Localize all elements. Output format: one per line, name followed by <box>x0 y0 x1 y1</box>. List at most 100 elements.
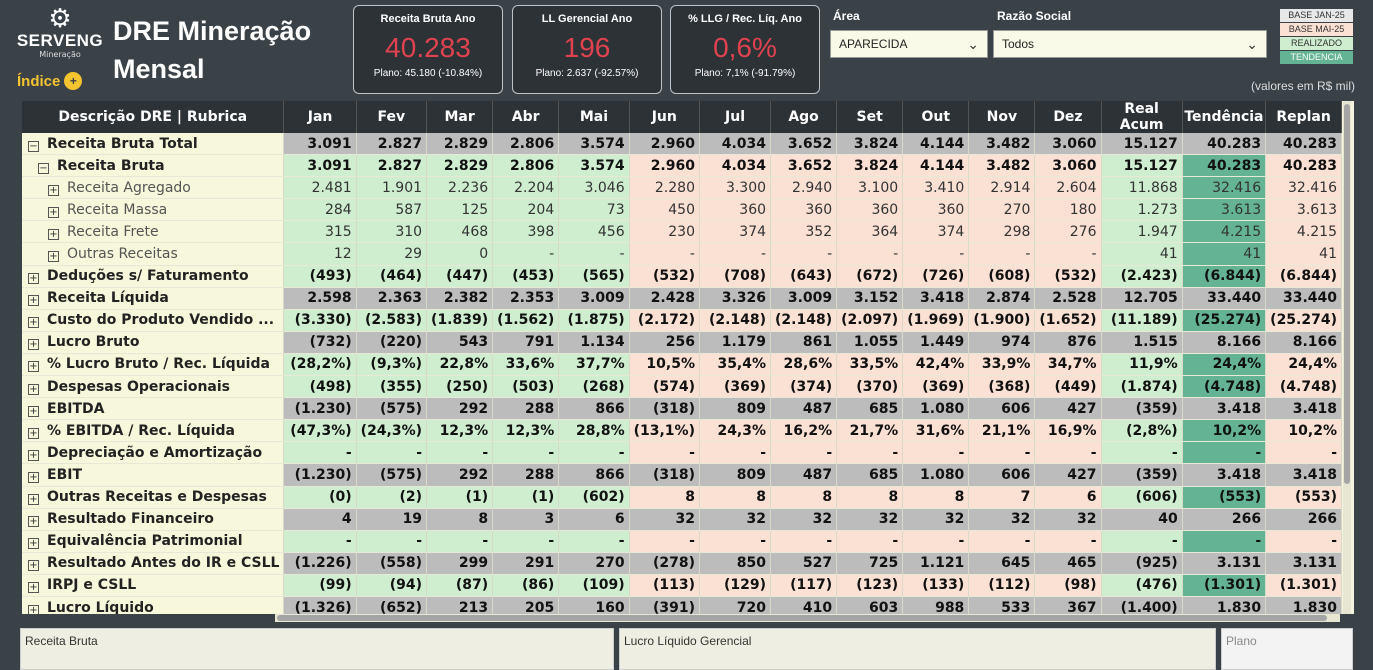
table-cell: (98) <box>1035 574 1102 597</box>
expand-icon[interactable]: + <box>28 361 39 373</box>
collapse-icon[interactable]: − <box>38 162 49 174</box>
table-cell: (220) <box>356 331 428 354</box>
table-cell: (87) <box>427 574 494 597</box>
column-header[interactable]: Descrição DRE | Rubrica <box>22 101 285 133</box>
column-header[interactable]: Set <box>837 101 904 133</box>
column-header[interactable]: Abr <box>493 101 560 133</box>
column-header[interactable]: Replan <box>1266 101 1342 133</box>
table-cell: - <box>427 442 494 465</box>
table-cell: 4.034 <box>699 133 772 156</box>
vertical-scrollbar[interactable] <box>1343 101 1351 614</box>
table-cell: (250) <box>427 376 494 399</box>
column-header[interactable]: Jan <box>284 101 357 133</box>
table-row: + Equivalência Patrimonial - - - - - - - - - - - - - - - <box>22 530 1342 553</box>
horizontal-scrollbar[interactable] <box>275 614 1340 622</box>
page-title: DRE Mineração Mensal <box>113 12 311 88</box>
table-cell: (2.423) <box>1101 265 1183 288</box>
table-cell: 2.280 <box>629 177 700 200</box>
collapse-icon[interactable]: − <box>28 140 39 152</box>
expand-icon[interactable]: + <box>28 273 39 285</box>
expand-icon[interactable]: + <box>28 494 39 506</box>
expand-icon[interactable]: + <box>28 582 39 594</box>
table-cell: 603 <box>837 596 904 614</box>
table-cell: 292 <box>427 398 494 421</box>
expand-icon[interactable]: + <box>28 427 39 439</box>
table-cell: 24,3% <box>699 420 772 443</box>
brand-subtitle: Mineração <box>39 50 81 59</box>
table-row: +% EBITDA / Rec. Líquida (47,3%) (24,3%) 12… <box>22 420 1342 443</box>
column-header[interactable]: Mai <box>559 101 630 133</box>
table-cell: (374) <box>771 376 838 399</box>
area-dropdown[interactable]: APARECIDA ⌄ <box>830 30 988 58</box>
table-cell: (532) <box>629 265 700 288</box>
table-cell: 2.960 <box>629 133 700 156</box>
table-cell: 3.091 <box>284 155 357 178</box>
razao-social-dropdown[interactable]: Todos ⌄ <box>993 30 1267 58</box>
expand-icon[interactable]: + <box>28 383 39 395</box>
expand-icon[interactable]: + <box>28 604 39 614</box>
expand-icon[interactable]: + <box>28 295 39 307</box>
expand-icon[interactable]: + <box>28 339 39 351</box>
column-header[interactable]: Real Acum <box>1101 101 1183 133</box>
table-cell: (2.148) <box>699 309 772 332</box>
plano-legend-panel: Plano <box>1221 628 1353 670</box>
table-cell: (25.274) <box>1266 309 1342 332</box>
table-cell: 2.363 <box>356 287 428 310</box>
table-cell: 7 <box>969 486 1036 509</box>
table-row: + Receita Frete 315 310 468 398 456 230 374 352 36… <box>22 221 1342 244</box>
table-cell: 8.166 <box>1182 331 1267 354</box>
table-cell: 299 <box>427 552 494 575</box>
color-legend: BASE JAN-25 BASE MAI-25 REALIZADO TENDENCIA <box>1280 9 1353 65</box>
expand-icon[interactable]: + <box>28 405 39 417</box>
lucro-liquido-chart-panel: Lucro Líquido Gerencial <box>619 628 1216 670</box>
table-cell: 40 <box>1101 508 1183 531</box>
column-header[interactable]: Fev <box>356 101 428 133</box>
table-cell: 3.418 <box>1182 398 1267 421</box>
table-cell: (1.652) <box>1035 309 1102 332</box>
table-cell: (1) <box>493 486 560 509</box>
table-cell: 606 <box>969 398 1036 421</box>
indice-button[interactable]: Índice + <box>17 72 83 90</box>
panel-title: Receita Bruta <box>25 634 98 648</box>
kpi-value: 40.283 <box>385 32 471 63</box>
table-cell: 2.428 <box>629 287 700 310</box>
expand-icon[interactable]: + <box>48 206 59 218</box>
table-cell: 809 <box>699 464 772 487</box>
table-cell: 2.382 <box>427 287 494 310</box>
table-cell: 40.283 <box>1266 155 1342 178</box>
expand-icon[interactable]: + <box>28 317 39 329</box>
table-cell: 3.824 <box>837 133 904 156</box>
table-cell: 33,5% <box>837 353 904 377</box>
row-label: + Resultado Financeiro <box>22 508 285 531</box>
table-cell: - <box>356 530 428 553</box>
column-header[interactable]: Dez <box>1035 101 1102 133</box>
column-header[interactable]: Jun <box>629 101 700 133</box>
column-header[interactable]: Nov <box>969 101 1036 133</box>
column-header[interactable]: Out <box>903 101 970 133</box>
expand-icon[interactable]: + <box>28 471 39 483</box>
table-cell: 4 <box>284 508 357 531</box>
table-cell: - <box>903 530 970 553</box>
table-cell: 40.283 <box>1182 155 1267 178</box>
column-header[interactable]: Ago <box>771 101 838 133</box>
column-header[interactable]: Jul <box>699 101 772 133</box>
row-label: + EBIT <box>22 464 285 487</box>
table-cell: 291 <box>493 552 560 575</box>
expand-icon[interactable]: + <box>48 251 59 263</box>
table-cell: 8.166 <box>1266 331 1342 354</box>
kpi-card-receita-bruta: Receita Bruta Ano 40.283 Plano: 45.180 (… <box>353 5 503 94</box>
column-header[interactable]: Mar <box>427 101 494 133</box>
table-cell: (708) <box>699 265 772 288</box>
table-cell: 1.515 <box>1101 331 1183 354</box>
expand-icon[interactable]: + <box>28 449 39 461</box>
column-header[interactable]: Tendência <box>1182 101 1267 133</box>
expand-icon[interactable]: + <box>48 228 59 240</box>
expand-icon[interactable]: + <box>28 516 39 528</box>
expand-icon[interactable]: + <box>28 538 39 550</box>
table-cell: 3 <box>493 508 560 531</box>
table-cell: (643) <box>771 265 838 288</box>
table-cell: (453) <box>493 265 560 288</box>
expand-icon[interactable]: + <box>28 560 39 572</box>
expand-icon[interactable]: + <box>48 184 59 196</box>
row-label: + Receita Frete <box>22 221 285 244</box>
